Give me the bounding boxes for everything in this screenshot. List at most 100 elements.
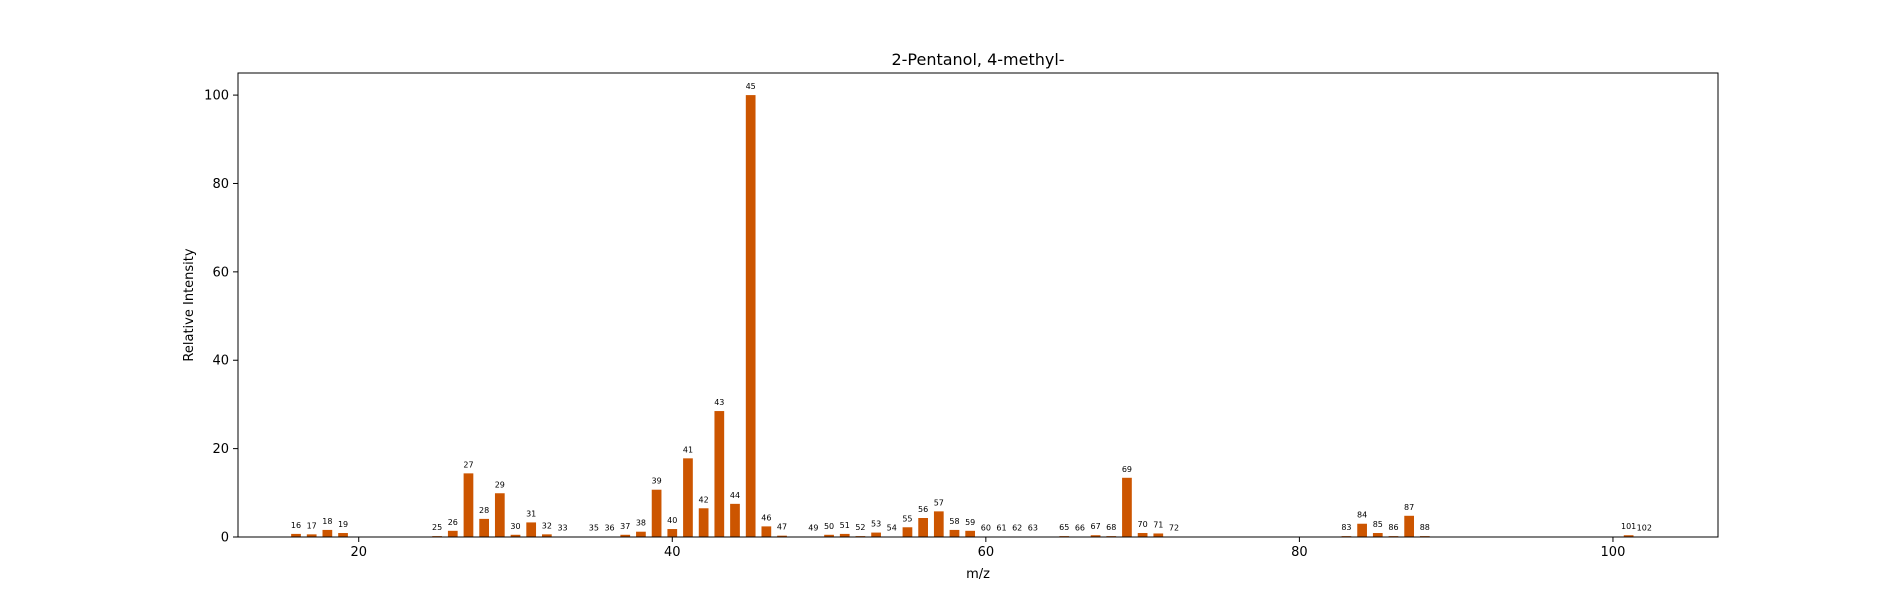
data-label-mz-29: 29 [495,480,505,489]
bar-mz-47 [777,535,787,537]
data-label-mz-37: 37 [620,522,630,531]
data-label-mz-40: 40 [667,516,677,525]
y-tick-label: 80 [212,177,229,192]
data-label-mz-58: 58 [949,517,959,526]
data-label-mz-68: 68 [1106,523,1116,532]
data-label-mz-36: 36 [604,524,614,533]
data-label-mz-85: 85 [1373,520,1383,529]
data-label-mz-35: 35 [589,524,599,533]
bar-mz-38 [636,531,646,537]
bar-mz-84 [1357,523,1367,537]
bar-mz-32 [541,534,552,537]
data-label-mz-52: 52 [855,523,865,532]
data-label-mz-54: 54 [887,524,897,533]
data-label-mz-67: 67 [1090,522,1100,531]
bar-mz-41 [683,458,693,537]
data-label-mz-30: 30 [510,522,520,531]
data-label-mz-86: 86 [1388,523,1398,532]
data-label-mz-71: 71 [1153,520,1163,529]
data-label-mz-83: 83 [1341,523,1351,532]
data-label-mz-44: 44 [730,491,740,500]
bar-mz-39 [651,489,662,537]
data-label-mz-38: 38 [636,519,646,528]
data-label-mz-41: 41 [683,445,693,454]
data-label-mz-61: 61 [996,524,1006,533]
bar-mz-50 [824,534,834,537]
y-tick-label: 60 [212,265,229,280]
bar-mz-16 [291,533,301,537]
data-label-mz-51: 51 [840,521,850,530]
data-label-mz-59: 59 [965,518,975,527]
bar-mz-101 [1623,535,1634,537]
data-label-mz-47: 47 [777,523,787,532]
bar-mz-55 [902,527,913,537]
y-axis-ticks: 0 20 40 60 80 100 [204,89,238,546]
y-tick-label: 100 [204,89,229,104]
bar-mz-43 [714,411,725,537]
data-label-mz-50: 50 [824,522,834,531]
bar-mz-46 [761,526,772,537]
bar-mz-44 [730,503,740,537]
bar-mz-19 [338,533,348,537]
bar-mz-28 [479,518,490,537]
data-label-mz-66: 66 [1075,524,1085,533]
bar-mz-70 [1137,533,1148,537]
bar-mz-69 [1122,477,1132,537]
y-tick-label: 40 [212,354,229,369]
data-label-mz-55: 55 [902,514,912,523]
bar-mz-17 [306,534,317,537]
x-tick-label: 80 [1291,545,1308,560]
bar-mz-85 [1372,533,1383,537]
bar-mz-59 [965,530,976,537]
bar-mz-71 [1153,533,1164,537]
data-label-mz-26: 26 [448,518,458,527]
bar-mz-42 [698,508,709,537]
data-label-mz-27: 27 [463,460,473,469]
bar-mz-58 [949,529,960,537]
y-tick-label: 0 [221,531,229,546]
bar-mz-53 [871,532,881,537]
data-label-mz-32: 32 [542,521,552,530]
x-tick-label: 20 [350,545,367,560]
bar-mz-26 [447,530,458,537]
data-label-mz-69: 69 [1122,465,1132,474]
bar-mz-30 [510,534,521,537]
data-label-mz-84: 84 [1357,511,1367,520]
y-axis-label: Relative Intensity [182,248,197,361]
data-label-mz-17: 17 [307,521,317,530]
data-label-mz-49: 49 [808,524,818,533]
data-label-mz-70: 70 [1138,520,1148,529]
data-label-mz-88: 88 [1420,523,1430,532]
data-label-mz-39: 39 [652,477,662,486]
chart-title: 2-Pentanol, 4-methyl- [891,50,1064,69]
bar-group [291,95,1650,538]
y-tick-label: 20 [212,442,229,457]
data-label-mz-42: 42 [699,495,709,504]
bar-mz-31 [526,522,537,537]
bar-mz-51 [839,533,850,537]
bar-mz-27 [463,473,474,537]
data-label-mz-87: 87 [1404,503,1414,512]
bar-mz-29 [494,493,505,537]
data-label-mz-45: 45 [746,82,756,91]
plot-area-frame [237,72,1719,538]
x-tick-label: 40 [664,545,681,560]
bar-mz-40 [667,529,678,537]
bar-mz-45 [745,95,756,537]
data-label-mz-63: 63 [1028,524,1038,533]
data-label-mz-56: 56 [918,505,928,514]
data-label-mz-16: 16 [291,521,301,530]
x-tick-label: 60 [978,545,995,560]
data-label-mz-101: 101 [1621,522,1636,531]
data-label-mz-60: 60 [981,524,991,533]
data-label-mz-28: 28 [479,506,489,515]
bar-mz-67 [1090,535,1101,537]
x-tick-label: 100 [1601,545,1626,560]
data-label-mz-46: 46 [761,513,771,522]
bar-mz-56 [918,517,928,537]
data-label-mz-33: 33 [557,524,567,533]
data-label-mz-18: 18 [322,517,332,526]
data-label-mz-53: 53 [871,520,881,529]
bar-mz-57 [933,511,944,537]
